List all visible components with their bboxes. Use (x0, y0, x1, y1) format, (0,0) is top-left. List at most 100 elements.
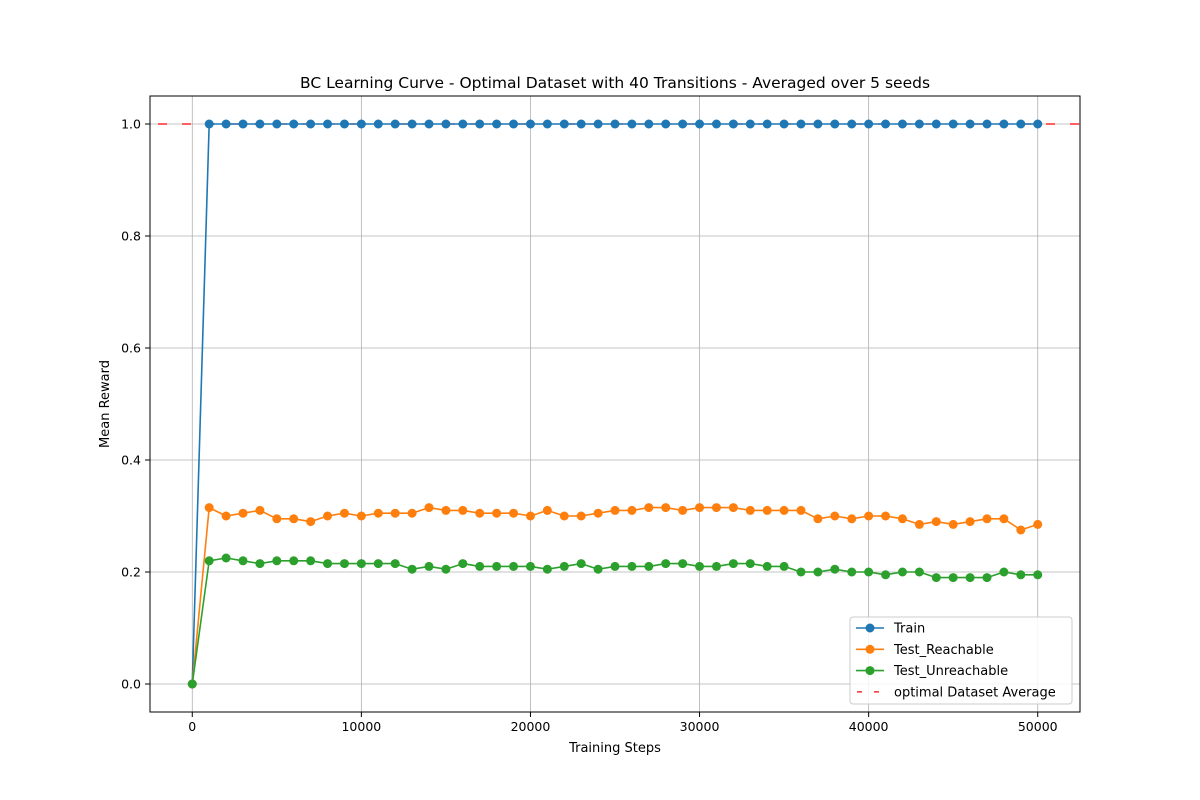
data-point (339, 508, 349, 518)
y-axis-label: Mean Reward (98, 360, 113, 448)
data-point (289, 119, 299, 129)
data-point (441, 564, 451, 574)
x-axis: 0 10000 20000 30000 40000 50000 (188, 712, 1058, 734)
data-point (492, 508, 502, 518)
data-point (1033, 119, 1043, 129)
series-test-reachable (187, 503, 1043, 689)
data-point (407, 564, 417, 574)
data-point (204, 556, 214, 566)
data-point (745, 119, 755, 129)
data-point (914, 119, 924, 129)
data-point (1033, 519, 1043, 529)
data-point (982, 119, 992, 129)
data-point (238, 119, 248, 129)
data-point (1016, 570, 1026, 580)
y-axis: 0.0 0.2 0.4 0.6 0.8 1.0 (121, 117, 150, 692)
data-point (999, 514, 1009, 524)
data-point (373, 559, 383, 569)
data-point (728, 559, 738, 569)
data-point (221, 119, 231, 129)
data-point (356, 511, 366, 521)
data-point (255, 505, 265, 515)
data-point (779, 119, 789, 129)
data-point (593, 564, 603, 574)
y-tick-label: 0.8 (121, 229, 141, 244)
data-point (830, 564, 840, 574)
x-tick-label: 50000 (1018, 719, 1058, 734)
data-point (204, 503, 214, 513)
data-point (661, 119, 671, 129)
legend-item: optimal Dataset Average (856, 685, 1056, 700)
data-point (272, 556, 282, 566)
data-point (441, 119, 451, 129)
data-point (475, 508, 485, 518)
data-point (390, 508, 400, 518)
data-point (323, 119, 333, 129)
y-tick-label: 0.2 (121, 565, 141, 580)
data-point (610, 119, 620, 129)
data-point (847, 119, 857, 129)
data-point (762, 505, 772, 515)
data-point (576, 559, 586, 569)
data-point (847, 514, 857, 524)
data-point (762, 119, 772, 129)
data-point (475, 119, 485, 129)
data-point (965, 573, 975, 583)
data-point (881, 511, 891, 521)
data-point (525, 561, 535, 571)
legend-swatch-marker (865, 644, 875, 654)
grid (150, 96, 1080, 712)
data-point (796, 567, 806, 577)
data-point (948, 573, 958, 583)
y-tick-label: 0.4 (121, 453, 141, 468)
data-point (458, 559, 468, 569)
data-point (509, 508, 519, 518)
data-point (914, 567, 924, 577)
data-point (678, 119, 688, 129)
data-point (830, 119, 840, 129)
data-point (238, 508, 248, 518)
legend-label: Train (893, 622, 925, 637)
series-train (187, 119, 1043, 689)
data-point (204, 119, 214, 129)
data-point (576, 511, 586, 521)
data-point (897, 514, 907, 524)
data-point (644, 561, 654, 571)
data-point (390, 119, 400, 129)
data-point (356, 559, 366, 569)
data-point (661, 559, 671, 569)
data-point (542, 505, 552, 515)
x-tick-label: 40000 (849, 719, 889, 734)
data-point (965, 517, 975, 527)
data-point (373, 119, 383, 129)
data-point (830, 511, 840, 521)
data-point (728, 503, 738, 513)
data-point (458, 119, 468, 129)
data-point (627, 505, 637, 515)
data-point (813, 567, 823, 577)
x-tick-label: 0 (188, 719, 196, 734)
data-point (610, 561, 620, 571)
data-point (323, 559, 333, 569)
data-point (559, 561, 569, 571)
x-tick-label: 10000 (341, 719, 381, 734)
data-point (407, 508, 417, 518)
data-point (1016, 525, 1026, 535)
data-point (745, 505, 755, 515)
data-point (931, 573, 941, 583)
data-point (542, 564, 552, 574)
data-point (221, 511, 231, 521)
data-point (881, 119, 891, 129)
data-point (661, 503, 671, 513)
data-point (745, 559, 755, 569)
data-point (644, 503, 654, 513)
data-point (695, 119, 705, 129)
data-point (864, 511, 874, 521)
data-point (187, 679, 197, 689)
data-point (1016, 119, 1026, 129)
y-tick-label: 1.0 (121, 117, 141, 132)
data-point (864, 567, 874, 577)
data-point (897, 567, 907, 577)
data-point (559, 119, 569, 129)
legend: Train Test_Reachable Test_Unreachableoptim… (849, 616, 1073, 705)
